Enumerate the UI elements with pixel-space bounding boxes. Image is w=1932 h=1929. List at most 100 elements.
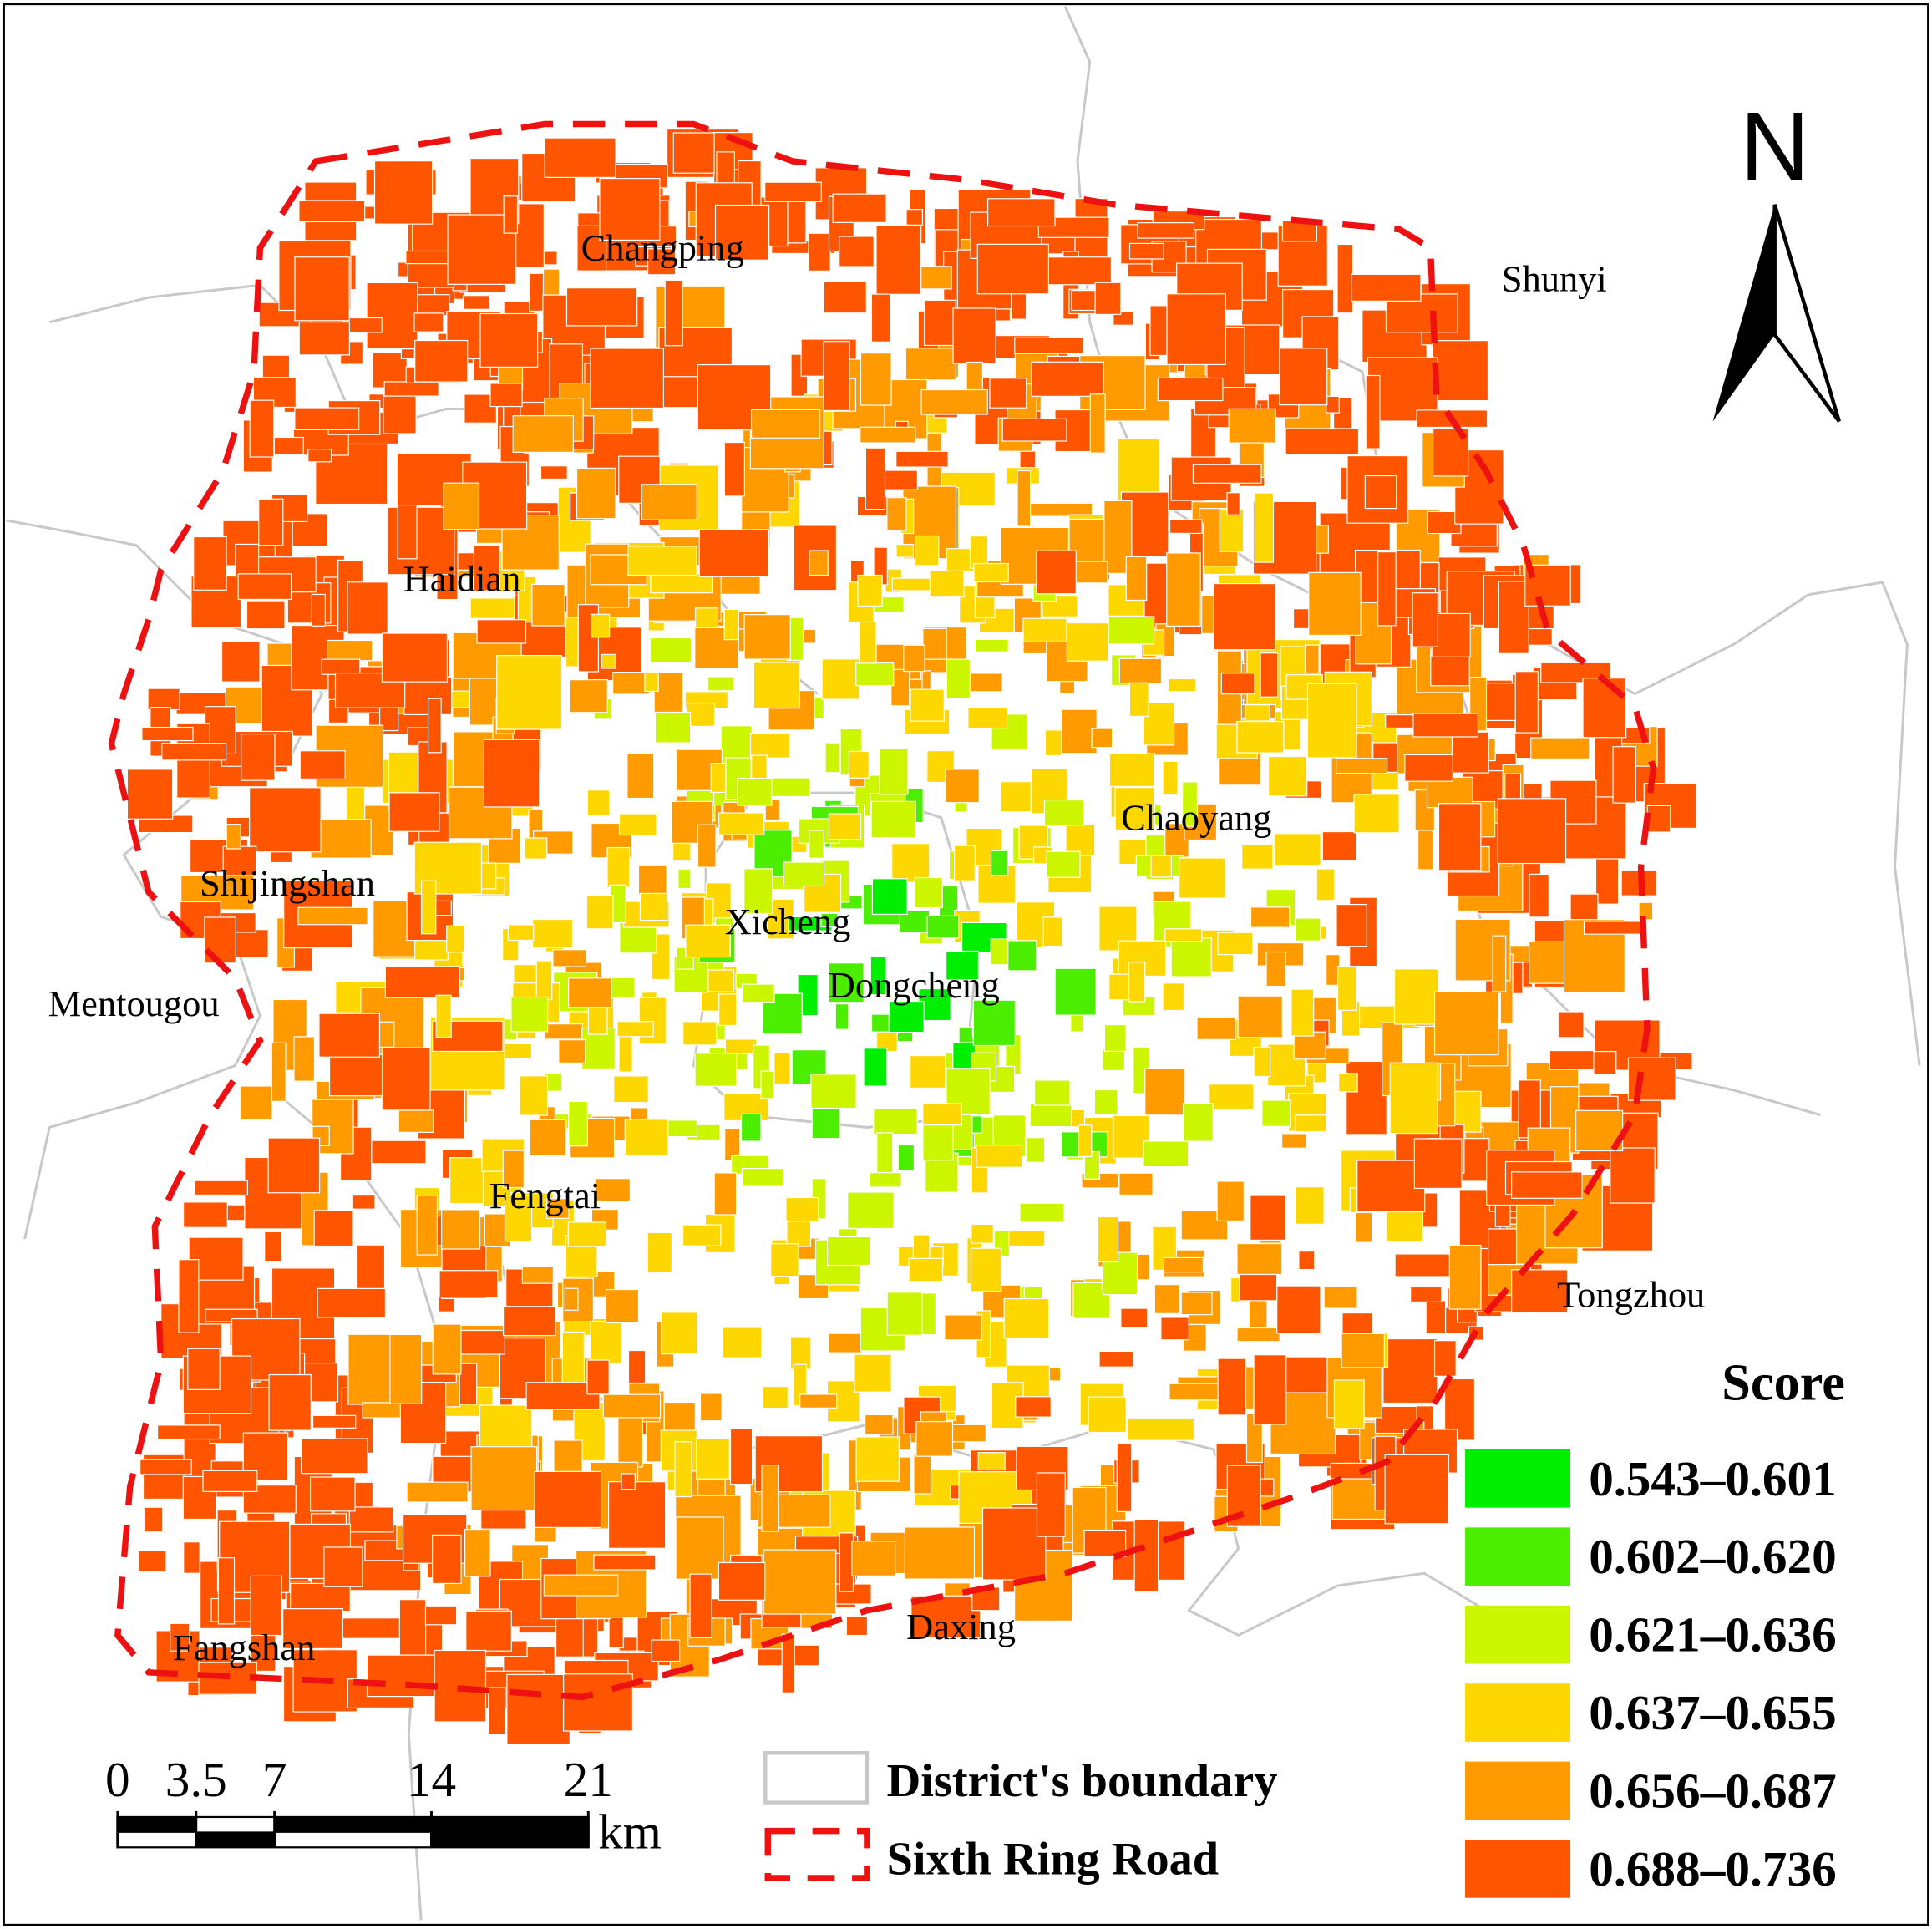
map-patch bbox=[1316, 868, 1336, 901]
legend-label: 0.637–0.655 bbox=[1589, 1685, 1836, 1740]
map-patch bbox=[828, 962, 865, 1003]
map-patch bbox=[1306, 683, 1357, 759]
map-patch bbox=[1036, 550, 1077, 595]
map-patch bbox=[398, 1109, 434, 1133]
map-patch bbox=[1108, 753, 1155, 788]
map-patch bbox=[863, 1048, 888, 1087]
map-patch bbox=[567, 1221, 607, 1247]
map-patch bbox=[870, 955, 887, 996]
map-patch bbox=[741, 983, 775, 1003]
scale-tick-label: 0 bbox=[105, 1752, 130, 1807]
map-patch bbox=[1089, 393, 1106, 454]
map-patch bbox=[239, 1085, 273, 1120]
map-patch bbox=[440, 1209, 481, 1250]
map-patch bbox=[823, 281, 867, 314]
map-patch bbox=[915, 1421, 954, 1457]
map-patch bbox=[581, 1028, 616, 1069]
map-patch bbox=[873, 1108, 918, 1135]
map-patch bbox=[627, 546, 697, 576]
boundary-legend-swatch bbox=[763, 1751, 870, 1805]
map-patch bbox=[298, 321, 351, 356]
map-patch bbox=[922, 1121, 954, 1161]
map-patch bbox=[413, 841, 483, 895]
scale-segment bbox=[195, 1816, 276, 1833]
map-patch bbox=[294, 256, 350, 322]
map-patch bbox=[1114, 787, 1156, 831]
map-patch bbox=[809, 830, 824, 859]
map-patch bbox=[1355, 602, 1392, 665]
district-label: Chaoyang bbox=[1121, 797, 1271, 839]
map-patch bbox=[1448, 1244, 1482, 1310]
scale-segment bbox=[117, 1831, 197, 1848]
map-patch bbox=[1128, 682, 1149, 717]
map-patch bbox=[1298, 1251, 1316, 1271]
map-patch bbox=[870, 800, 916, 839]
map-patch bbox=[773, 1052, 791, 1085]
map-patch bbox=[834, 1003, 849, 1030]
map-patch bbox=[743, 868, 773, 915]
scale-tick-label: 3.5 bbox=[165, 1752, 227, 1807]
map-patch bbox=[621, 1473, 636, 1490]
map-patch bbox=[1219, 509, 1245, 552]
map-patch bbox=[328, 1053, 383, 1097]
scale-tick-label: 14 bbox=[407, 1752, 456, 1807]
map-patch bbox=[1083, 1150, 1101, 1180]
map-patch bbox=[1160, 1317, 1189, 1341]
map-patch bbox=[1417, 828, 1434, 871]
map-patch bbox=[323, 1546, 363, 1587]
map-patch bbox=[1127, 1417, 1195, 1441]
score-patches bbox=[126, 128, 1697, 1746]
map-patch bbox=[1294, 917, 1321, 942]
map-patch bbox=[217, 1557, 236, 1625]
map-patch bbox=[613, 1075, 649, 1104]
map-patch bbox=[924, 299, 956, 347]
map-patch bbox=[183, 1541, 200, 1574]
map-patch bbox=[771, 777, 811, 798]
map-patch bbox=[865, 447, 886, 510]
map-patch bbox=[141, 726, 194, 742]
map-patch bbox=[309, 1476, 356, 1512]
district-label: Haidian bbox=[403, 557, 521, 599]
scale-segment bbox=[431, 1832, 589, 1847]
map-patch bbox=[664, 279, 684, 347]
map-patch bbox=[1610, 1147, 1656, 1204]
map-patch bbox=[1182, 1103, 1214, 1142]
district-label: Shunyi bbox=[1502, 258, 1607, 300]
map-patch bbox=[826, 1236, 871, 1267]
map-patch bbox=[685, 924, 731, 958]
map-patch bbox=[529, 1119, 567, 1156]
map-patch bbox=[237, 573, 292, 600]
map-patch bbox=[1236, 1327, 1280, 1343]
map-patch bbox=[1163, 1256, 1204, 1273]
map-patch bbox=[601, 653, 616, 669]
map-patch bbox=[1125, 556, 1148, 602]
map-patch bbox=[529, 272, 545, 312]
map-patch bbox=[347, 581, 388, 635]
map-patch bbox=[845, 1616, 869, 1637]
map-patch bbox=[1091, 728, 1113, 749]
legend-swatch bbox=[1465, 1527, 1571, 1586]
map-patch bbox=[760, 1070, 775, 1099]
map-patch bbox=[1036, 1472, 1066, 1537]
map-patch bbox=[366, 282, 418, 350]
map-patch bbox=[313, 1210, 354, 1247]
map-patch bbox=[808, 232, 831, 272]
map-patch bbox=[317, 1287, 387, 1318]
map-patch bbox=[1260, 652, 1279, 698]
map-patch bbox=[590, 613, 611, 638]
map-patch bbox=[1245, 704, 1270, 722]
map-patch bbox=[432, 1534, 462, 1584]
map-patch bbox=[1144, 1068, 1186, 1116]
map-patch bbox=[301, 1438, 368, 1475]
map-patch bbox=[469, 597, 520, 619]
map-patch bbox=[1583, 921, 1642, 935]
map-patch bbox=[697, 1479, 726, 1496]
map-patch bbox=[638, 997, 667, 1045]
map-patch bbox=[1108, 616, 1155, 645]
map-patch bbox=[953, 845, 976, 881]
map-patch bbox=[326, 639, 373, 662]
map-patch bbox=[143, 1506, 164, 1533]
map-patch bbox=[914, 535, 940, 566]
map-patch bbox=[479, 312, 539, 368]
